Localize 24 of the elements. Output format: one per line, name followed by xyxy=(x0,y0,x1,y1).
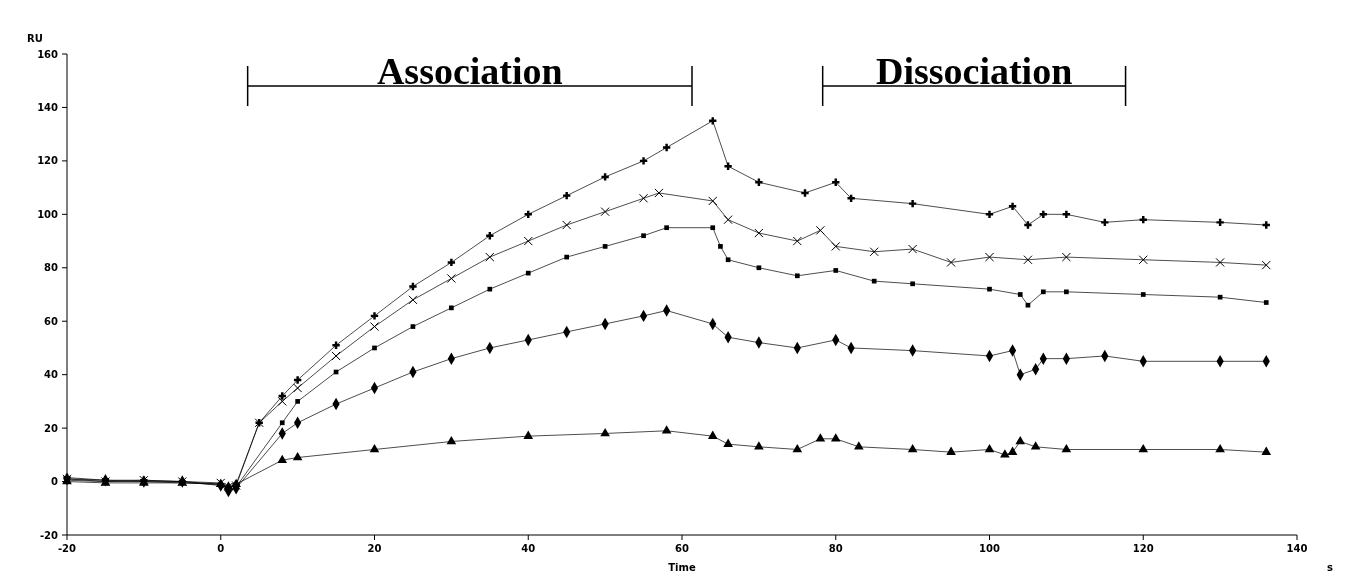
y-tick-label: 100 xyxy=(37,208,59,220)
x-tick-label: 140 xyxy=(1286,543,1308,554)
y-tick-label: 40 xyxy=(44,369,59,381)
y-tick-label: 20 xyxy=(44,422,59,434)
y-axis-title: RU xyxy=(27,33,43,44)
y-tick-label: 120 xyxy=(37,155,59,167)
x-tick-label: 100 xyxy=(979,543,1000,554)
x-tick-label: 120 xyxy=(1132,543,1154,554)
y-tick-label: 0 xyxy=(51,476,59,488)
text: s xyxy=(1327,562,1334,573)
x-tick-label: 20 xyxy=(367,543,382,554)
y-tick-label: 80 xyxy=(44,262,59,274)
y-tick-label: 160 xyxy=(37,48,59,60)
x-tick-label: 60 xyxy=(675,543,689,554)
x-tick-label: -20 xyxy=(57,543,77,554)
y-tick-label: -20 xyxy=(39,529,59,541)
y-tick-label: 60 xyxy=(44,315,59,327)
y-tick-label: 140 xyxy=(37,101,59,113)
x-tick-label: 40 xyxy=(521,543,536,554)
x-tick-label: 80 xyxy=(828,543,843,554)
x-tick-label: 0 xyxy=(217,543,225,554)
annotation: Association xyxy=(376,50,563,92)
x-axis-title: Time xyxy=(668,562,696,573)
annotation: Dissociation xyxy=(875,50,1073,92)
